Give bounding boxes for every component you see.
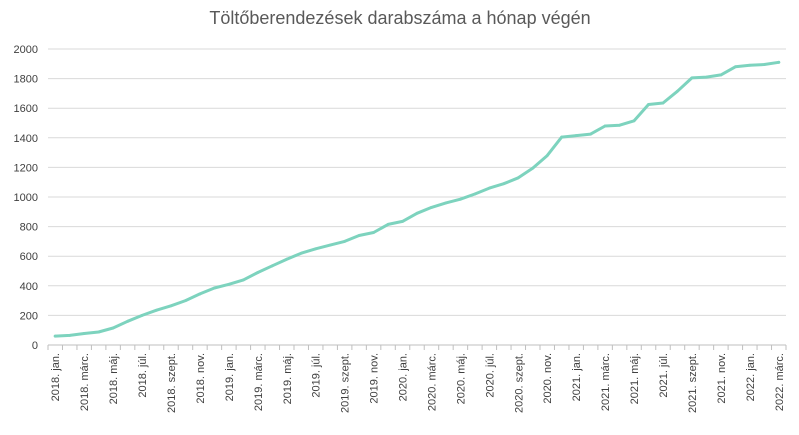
data-point [328, 243, 332, 247]
x-tick-label: 2018. máj. [108, 353, 120, 404]
series-line [53, 60, 781, 338]
x-tick-label: 2021. máj. [629, 353, 641, 404]
data-point [256, 271, 260, 274]
data-point [661, 101, 665, 105]
data-point [111, 326, 115, 330]
data-point [733, 65, 737, 69]
data-point [647, 103, 650, 106]
data-point [155, 308, 158, 312]
data-point [82, 332, 86, 335]
x-tick-label: 2019. márc. [253, 353, 265, 411]
data-point [169, 304, 173, 308]
data-point [748, 63, 752, 67]
x-tick-label: 2020. szept. [513, 353, 525, 413]
x-tick-label: 2020. máj. [455, 353, 467, 404]
data-point [777, 60, 781, 64]
y-tick-label: 1600 [14, 103, 38, 115]
data-point [285, 257, 289, 261]
data-point [705, 75, 708, 79]
data-point [618, 123, 621, 127]
data-point [140, 314, 144, 317]
x-tick-label: 2018. nov. [195, 353, 207, 404]
x-tick-label: 2018. jan. [50, 353, 62, 401]
data-point [762, 63, 766, 66]
data-point [227, 282, 231, 286]
y-tick-label: 800 [20, 222, 38, 234]
data-point [198, 292, 202, 296]
data-point [68, 333, 72, 337]
x-tick-label: 2018. márc. [79, 353, 91, 411]
data-point [372, 231, 375, 234]
y-axis-ticks: 0 200 400 600 800 1000 1200 1400 1600 1800 2000 [14, 44, 38, 352]
data-point [126, 319, 129, 323]
data-point [676, 89, 679, 93]
data-point [270, 264, 274, 268]
data-point [314, 247, 318, 251]
data-point [343, 240, 347, 243]
data-point [299, 251, 303, 255]
x-tick-label: 2019. nov. [369, 353, 381, 404]
data-point [560, 135, 564, 139]
data-point [53, 334, 57, 338]
series-group [53, 60, 781, 338]
x-tick-label: 2019. máj. [282, 353, 294, 404]
data-point [632, 119, 636, 123]
data-point [719, 73, 723, 77]
data-point [97, 330, 101, 334]
data-point [401, 220, 404, 223]
x-tick-label: 2020. márc. [426, 353, 438, 411]
y-tick-label: 1200 [14, 162, 38, 174]
data-point [690, 76, 694, 80]
x-tick-label: 2022. márc. [774, 353, 786, 411]
chart-title: Töltőberendezések darabszáma a hónap vég… [209, 8, 590, 28]
data-point [603, 124, 607, 128]
data-point [545, 154, 549, 157]
data-point [473, 192, 477, 196]
x-axis-ticks: 2018. jan. 2018. márc. 2018. máj. 2018. júl… [47, 345, 787, 413]
x-tick-label: 2021. júl. [658, 353, 670, 398]
data-point [357, 234, 361, 237]
x-tick-label: 2019. jan. [224, 353, 236, 401]
x-tick-label: 2021. jan. [571, 353, 583, 401]
x-tick-label: 2019. szept. [340, 353, 352, 413]
x-tick-label: 2021. nov. [716, 353, 728, 404]
data-point [386, 222, 390, 226]
data-point [213, 286, 216, 290]
gridlines [48, 48, 786, 316]
data-point [589, 132, 593, 136]
x-tick-label: 2020. júl. [484, 353, 496, 398]
y-tick-label: 400 [20, 281, 38, 293]
y-tick-label: 0 [32, 340, 38, 352]
data-point [444, 201, 448, 205]
data-point [487, 186, 491, 190]
x-tick-label: 2021. márc. [600, 353, 612, 411]
x-tick-label: 2018. szept. [166, 353, 178, 413]
y-tick-label: 600 [20, 251, 38, 263]
data-point [415, 211, 419, 215]
y-tick-label: 200 [20, 310, 38, 322]
data-point [531, 166, 535, 170]
x-tick-label: 2021. szept. [687, 353, 699, 413]
data-point [459, 197, 462, 201]
x-tick-label: 2020. jan. [398, 353, 410, 401]
data-point [430, 205, 433, 209]
y-tick-label: 1000 [14, 192, 38, 204]
x-tick-label: 2018. júl. [137, 353, 149, 398]
data-point [516, 176, 520, 180]
x-tick-label: 2020. nov. [542, 353, 554, 404]
data-point [184, 299, 187, 302]
x-tick-label: 2022. jan. [745, 353, 757, 401]
data-point [241, 278, 245, 282]
x-tick-label: 2019. júl. [311, 353, 323, 398]
data-point [574, 134, 578, 137]
data-point [502, 182, 506, 186]
y-tick-label: 1800 [14, 74, 38, 86]
y-tick-label: 1400 [14, 133, 38, 145]
y-tick-label: 2000 [14, 44, 38, 56]
